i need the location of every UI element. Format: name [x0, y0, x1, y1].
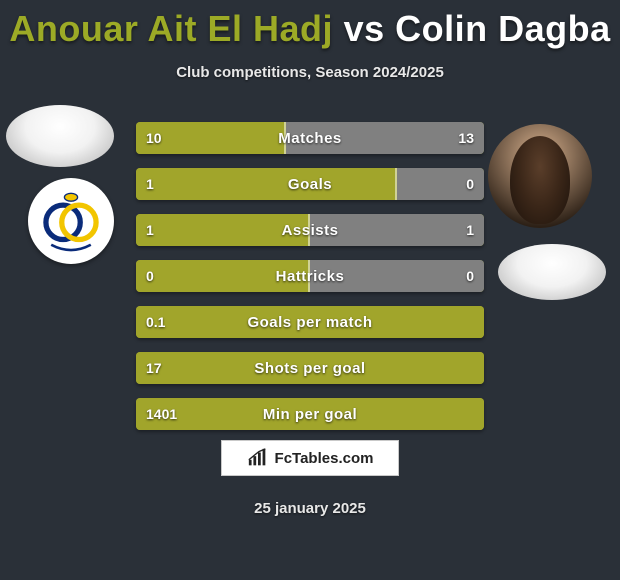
stat-label: Goals per match: [136, 306, 484, 338]
date-text: 25 january 2025: [0, 500, 620, 517]
watermark: FcTables.com: [221, 440, 399, 476]
stat-label: Hattricks: [136, 260, 484, 292]
player1-club-badge: [28, 178, 114, 264]
stat-row: 11Assists: [136, 214, 484, 246]
stat-row: 10Goals: [136, 168, 484, 200]
player1-avatar: [6, 105, 114, 167]
stat-row: 00Hattricks: [136, 260, 484, 292]
chart-icon: [247, 448, 269, 468]
vs-text: vs: [344, 8, 385, 49]
comparison-title: Anouar Ait El Hadj vs Colin Dagba: [0, 0, 620, 50]
watermark-text: FcTables.com: [275, 450, 374, 467]
subtitle: Club competitions, Season 2024/2025: [0, 64, 620, 81]
player2-club-badge: [498, 244, 606, 300]
stat-row: 1401Min per goal: [136, 398, 484, 430]
stat-label: Assists: [136, 214, 484, 246]
stat-label: Goals: [136, 168, 484, 200]
stat-label: Min per goal: [136, 398, 484, 430]
stat-row: 1013Matches: [136, 122, 484, 154]
stat-label: Matches: [136, 122, 484, 154]
stats-bars: 1013Matches 10Goals 11Assists 00Hattricks 0.…: [136, 122, 484, 444]
club-logo-icon: [38, 188, 104, 254]
stat-row: 17Shots per goal: [136, 352, 484, 384]
stat-label: Shots per goal: [136, 352, 484, 384]
player1-name: Anouar Ait El Hadj: [9, 8, 333, 49]
player2-name: Colin Dagba: [395, 8, 611, 49]
player2-avatar: [488, 124, 592, 228]
stat-row: 0.1Goals per match: [136, 306, 484, 338]
